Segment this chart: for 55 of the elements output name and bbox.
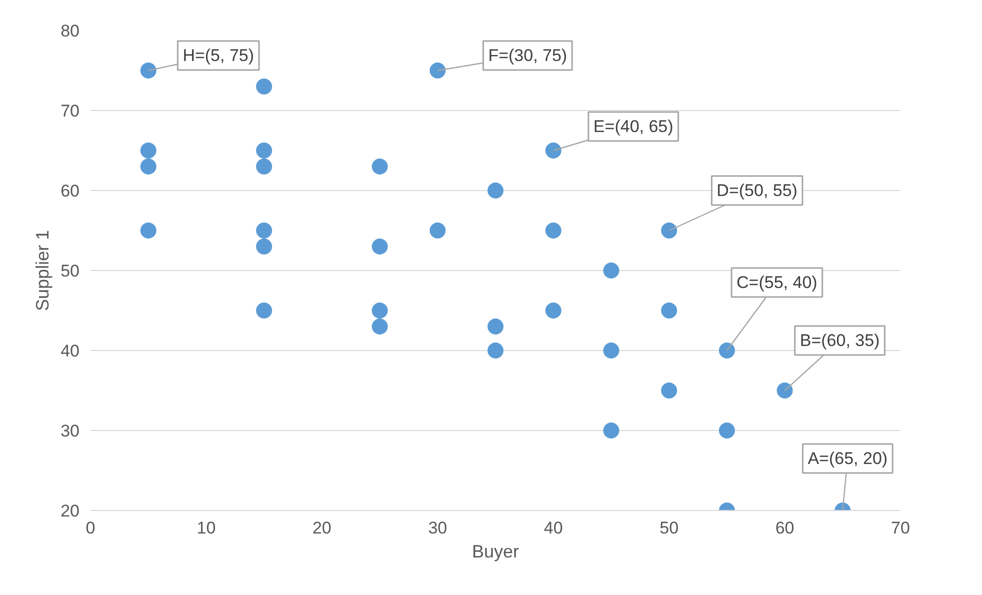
point — [256, 222, 272, 238]
x-tick-label: 0 — [86, 518, 96, 538]
x-tick-label: 10 — [196, 518, 216, 538]
point — [661, 382, 678, 398]
point — [140, 222, 156, 238]
annotation: B=(60, 35) — [800, 331, 880, 350]
y-tick-label: 50 — [60, 262, 80, 280]
y-tick-label: 60 — [60, 182, 80, 200]
point — [256, 302, 272, 318]
point — [661, 222, 678, 238]
x-tick-label: 40 — [544, 518, 563, 538]
y-axis-title: Supplier 1 — [32, 230, 53, 312]
y-tick-label: 20 — [60, 502, 80, 520]
y-tick-label: 80 — [60, 22, 80, 40]
x-tick-label: 30 — [428, 518, 448, 538]
point — [372, 238, 388, 254]
point — [140, 142, 156, 158]
point — [140, 62, 156, 78]
point — [256, 142, 272, 158]
x-tick-label: 20 — [312, 518, 332, 538]
point — [661, 302, 678, 318]
point — [603, 342, 620, 358]
y-tick-label: 30 — [60, 422, 80, 440]
point — [256, 78, 272, 94]
point — [545, 302, 562, 318]
x-axis-title: Buyer — [472, 542, 520, 562]
annotation: C=(55, 40) — [736, 273, 818, 292]
point — [372, 302, 388, 318]
point — [776, 382, 793, 398]
x-tick-label: 50 — [660, 518, 679, 538]
x-tick-label: 60 — [775, 518, 794, 538]
point — [488, 182, 504, 198]
point — [545, 222, 562, 238]
annotation: F=(30, 75) — [488, 46, 568, 65]
point — [603, 262, 620, 278]
point — [256, 238, 272, 254]
point — [372, 158, 388, 174]
point — [545, 142, 562, 158]
point — [488, 342, 504, 358]
annotation: A=(65, 20) — [808, 449, 888, 468]
point — [488, 318, 504, 334]
annotation: E=(40, 65) — [593, 117, 674, 136]
y-tick-label: 40 — [60, 342, 80, 360]
point — [718, 422, 735, 438]
annotation: D=(50, 55) — [716, 181, 798, 200]
point — [430, 222, 446, 238]
point — [372, 318, 388, 334]
point — [603, 422, 620, 438]
x-tick-label: 70 — [891, 518, 910, 538]
point — [718, 342, 735, 358]
point — [256, 158, 272, 174]
y-tick-label: 70 — [60, 102, 80, 120]
point — [140, 158, 156, 174]
point — [430, 62, 446, 78]
annotation: H=(5, 75) — [182, 46, 254, 65]
